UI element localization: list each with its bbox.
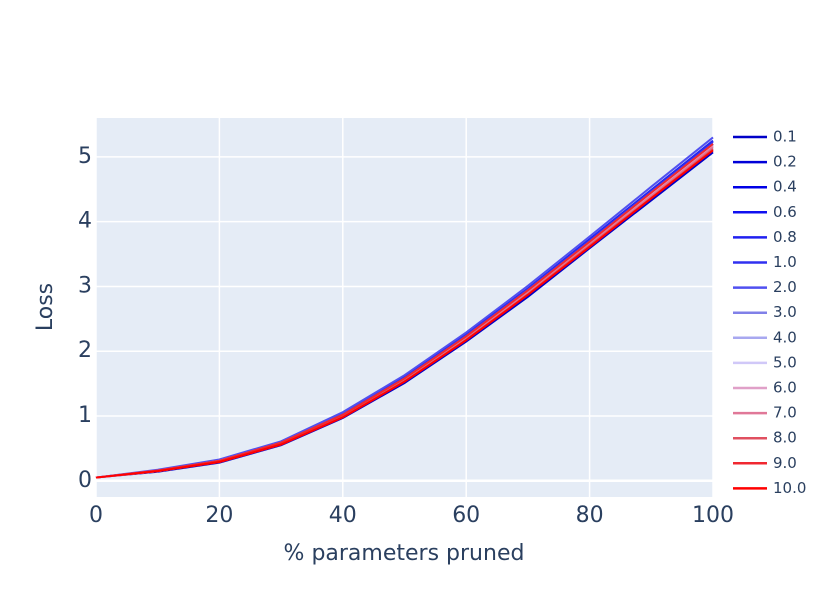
legend-label: 3.0 — [773, 303, 797, 321]
legend-label: 0.8 — [773, 228, 797, 246]
legend-label: 0.6 — [773, 203, 797, 221]
legend-label: 1.0 — [773, 253, 797, 271]
y-axis-title: Loss — [33, 283, 58, 331]
y-tick-label: 4 — [78, 209, 92, 234]
legend-label: 7.0 — [773, 404, 797, 422]
plot-area — [96, 118, 713, 497]
x-tick-label: 0 — [89, 503, 103, 528]
legend-label: 5.0 — [773, 353, 797, 371]
x-tick-label: 80 — [576, 503, 604, 528]
y-tick-label: 2 — [78, 338, 92, 363]
x-tick-label: 100 — [692, 503, 734, 528]
series-line — [95, 143, 714, 479]
legend-label: 0.4 — [773, 178, 797, 196]
y-tick-label: 3 — [78, 273, 92, 298]
legend-label: 8.0 — [773, 429, 797, 447]
x-axis-title: % parameters pruned — [284, 541, 525, 566]
legend-label: 4.0 — [773, 328, 797, 346]
legend-label: 10.0 — [773, 479, 806, 497]
y-tick-label: 0 — [78, 468, 92, 493]
x-tick-label: 20 — [205, 503, 233, 528]
series-line — [95, 136, 714, 479]
x-tick-label: 40 — [329, 503, 357, 528]
x-tick-label: 60 — [452, 503, 480, 528]
legend-label: 2.0 — [773, 278, 797, 296]
legend-label: 0.2 — [773, 153, 797, 171]
legend-label: 0.1 — [773, 128, 797, 146]
legend-label: 6.0 — [773, 379, 797, 397]
y-tick-label: 5 — [78, 144, 92, 169]
y-tick-label: 1 — [78, 403, 92, 428]
series-line — [95, 149, 714, 479]
legend-label: 9.0 — [773, 454, 797, 472]
